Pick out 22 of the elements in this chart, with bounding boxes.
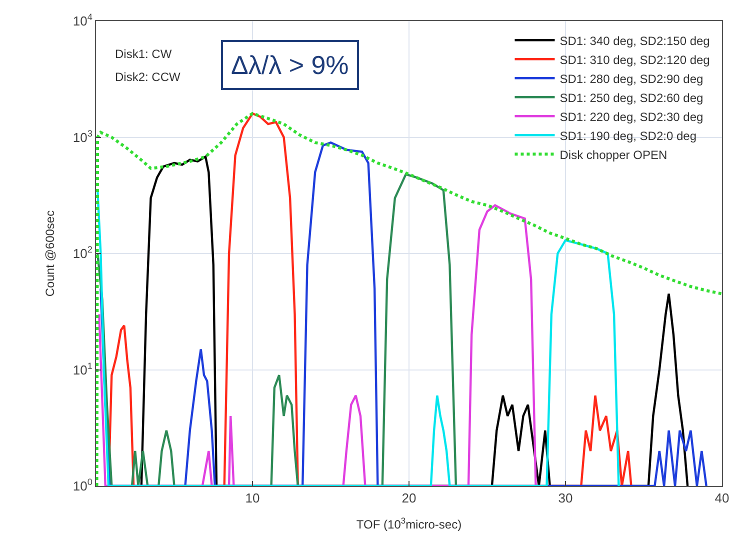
y-tick-label: 10$^{3}$	[72, 128, 92, 145]
y-axis-title: Count @600sec	[43, 210, 58, 297]
y-tick-label: 10$^{0}$	[72, 477, 92, 494]
x-tick-label: 20	[402, 490, 416, 506]
x-tick-label: 40	[714, 490, 730, 506]
x-axis-title: TOF (10$^{3}$micro-sec)	[356, 515, 462, 532]
x-tick-label: 30	[558, 490, 573, 506]
annotation: Δλ/λ > 9%	[231, 50, 349, 80]
legend-label: SD1: 250 deg, SD2:60 deg	[560, 90, 704, 105]
x-tick-label: 10	[245, 490, 260, 506]
legend-label: SD1: 310 deg, SD2:120 deg	[560, 52, 710, 67]
legend-label: SD1: 280 deg, SD2:90 deg	[560, 72, 704, 86]
y-tick-label: 10$^{1}$	[72, 360, 92, 378]
annotation: Disk2: CCW	[115, 70, 182, 84]
y-tick-label: 10$^{4}$	[72, 12, 92, 29]
annotation: Disk1: CW	[115, 47, 172, 61]
y-tick-label: 10$^{2}$	[72, 244, 92, 262]
line-series	[96, 189, 620, 486]
legend-label: SD1: 220 deg, SD2:30 deg	[560, 110, 704, 124]
legend-label: SD1: 190 deg, SD2:0 deg	[560, 128, 697, 143]
legend-label: SD1: 340 deg, SD2:150 deg	[560, 34, 710, 48]
legend-label: Disk chopper OPEN	[560, 148, 668, 162]
